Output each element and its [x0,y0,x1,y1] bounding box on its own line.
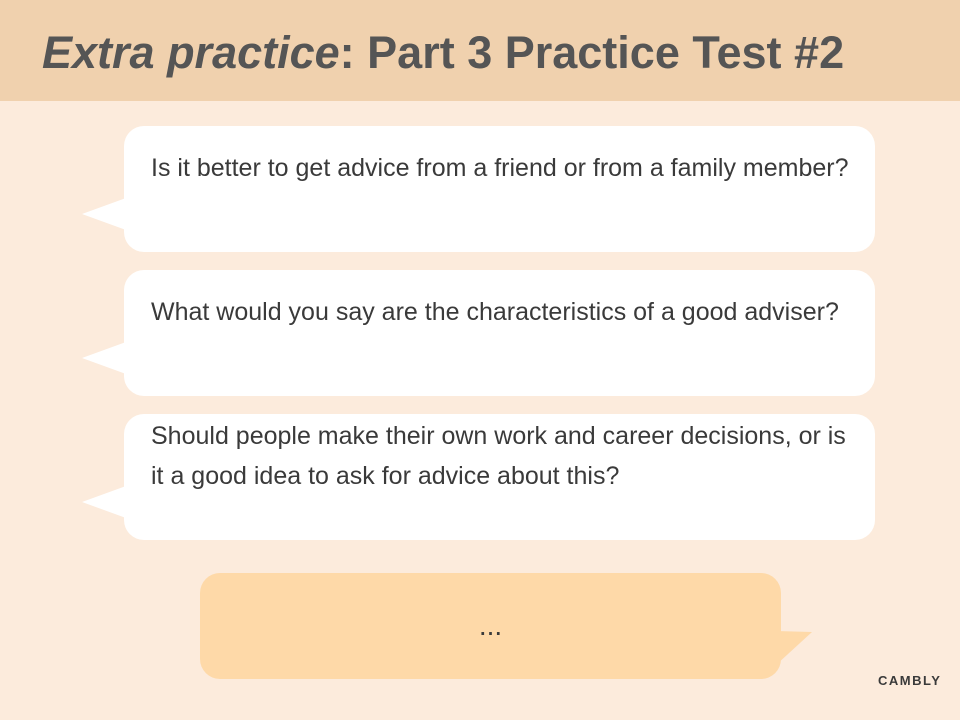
page-title: Extra practice: Part 3 Practice Test #2 [42,27,844,79]
question-text-1: Is it better to get advice from a friend… [151,154,849,182]
speech-tail-left [82,342,126,374]
speech-tail-right [776,631,812,665]
answer-placeholder-text: ... [478,610,503,641]
page-title-italic: Extra practice [42,27,340,78]
answer-bubble: ... [200,573,812,679]
question-text-3: Should people make their own work and ca… [151,422,846,490]
question-text-2: What would you say are the characteristi… [151,298,839,326]
question-bubble-3: Should people make their own work and ca… [82,414,875,540]
cambly-logo: CAMBLY [878,673,942,688]
page-title-rest: : Part 3 Practice Test #2 [339,27,845,78]
question-bubble-2: What would you say are the characteristi… [82,270,875,396]
speech-tail-left [82,486,126,518]
question-bubble-1: Is it better to get advice from a friend… [82,126,875,252]
speech-tail-left [82,198,126,230]
header-band: Extra practice: Part 3 Practice Test #2 [0,0,960,101]
